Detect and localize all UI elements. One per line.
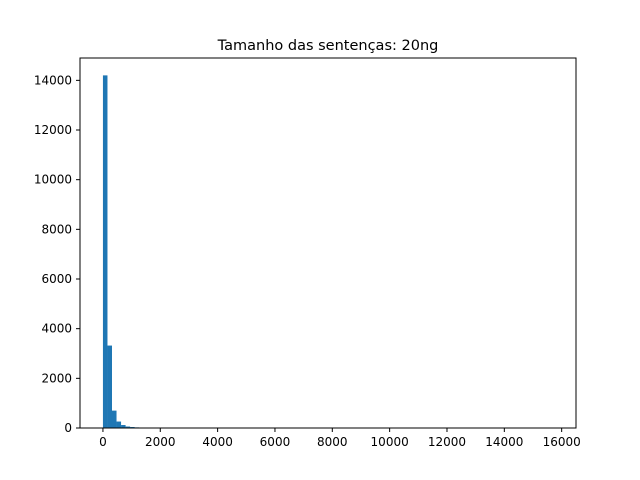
y-axis: 0 2000 4000 6000 8000 10000 12000 14000 — [34, 73, 80, 435]
x-tick-label: 12000 — [428, 435, 466, 449]
x-tick-label: 16000 — [543, 435, 581, 449]
histogram-bar-1 — [107, 345, 112, 428]
y-tick-label: 12000 — [34, 123, 72, 137]
x-axis: 0 2000 4000 6000 8000 10000 12000 14000 16000 — [99, 428, 581, 449]
chart-title: Tamanho das sentenças: 20ng — [217, 38, 439, 54]
x-tick-label: 2000 — [145, 435, 176, 449]
x-tick-label: 8000 — [317, 435, 348, 449]
y-tick-label: 2000 — [41, 371, 72, 385]
y-tick-label: 6000 — [41, 272, 72, 286]
histogram-bar-5 — [125, 426, 131, 428]
x-tick-label: 0 — [99, 435, 107, 449]
y-tick-label: 4000 — [41, 322, 72, 336]
x-tick-label: 4000 — [202, 435, 233, 449]
histogram-bar-3 — [116, 421, 122, 428]
y-tick-label: 14000 — [34, 73, 72, 87]
x-tick-label: 14000 — [485, 435, 523, 449]
y-tick-label: 0 — [64, 421, 72, 435]
axes-frame — [79, 57, 577, 429]
histogram-bar-0 — [102, 75, 108, 428]
y-tick-label: 8000 — [41, 222, 72, 236]
x-tick-label: 6000 — [260, 435, 291, 449]
histogram-bar-2 — [112, 410, 117, 428]
histogram-bar-4 — [121, 425, 126, 428]
y-tick-label: 10000 — [34, 173, 72, 187]
x-tick-label: 10000 — [371, 435, 409, 449]
